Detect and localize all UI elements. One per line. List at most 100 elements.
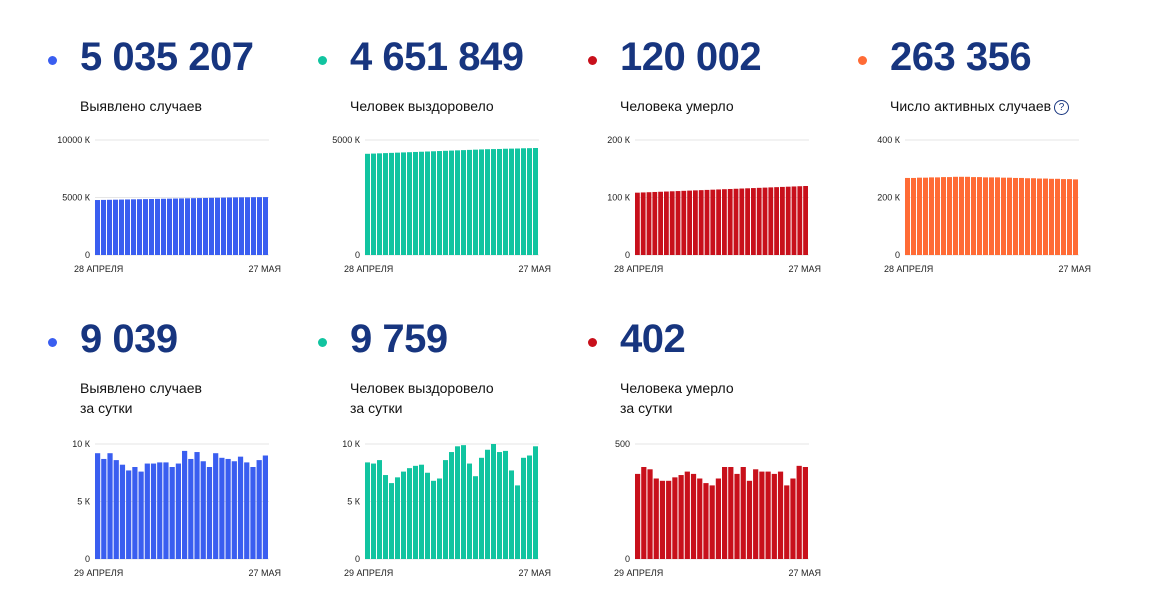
bar [479, 149, 484, 255]
bar [693, 190, 698, 255]
bar [237, 456, 244, 559]
bar [173, 198, 178, 255]
stat-card-total-cases: 5 035 207 Выявлено случаев 10000 К 5000 К… [48, 34, 318, 304]
bar [1037, 178, 1042, 255]
y-tick-label: 200 К [877, 193, 901, 203]
bar [377, 460, 382, 559]
bar [965, 176, 970, 255]
stat-value: 9 039 [80, 317, 178, 361]
bar [1067, 179, 1072, 255]
bar [727, 188, 733, 255]
bar [1025, 178, 1030, 255]
bar [652, 191, 658, 255]
bar [191, 198, 196, 255]
bar [1031, 178, 1036, 255]
series-color-dot [318, 56, 327, 65]
y-tick-label: 0 [355, 554, 360, 564]
bar [515, 148, 520, 255]
bar [1073, 179, 1078, 255]
bar [746, 480, 753, 559]
bar [503, 148, 508, 255]
bar [256, 460, 262, 559]
bar [419, 151, 424, 255]
series-color-dot [588, 338, 597, 347]
bar [491, 444, 496, 559]
bar [739, 188, 745, 255]
bar [756, 187, 762, 255]
y-tick-label: 10000 К [57, 135, 91, 145]
stat-label: Выявлено случаев за сутки [80, 380, 202, 416]
series-color-dot [858, 56, 867, 65]
bar [407, 152, 412, 255]
bar [947, 177, 952, 255]
bar [768, 187, 774, 255]
bar [497, 452, 502, 559]
bar [935, 177, 940, 256]
stat-label: Число активных случаев? [890, 96, 1070, 116]
bar [722, 467, 728, 559]
bar [169, 467, 175, 559]
bar [113, 460, 119, 559]
bar [473, 476, 478, 559]
bar [431, 151, 436, 255]
y-tick-label: 10 К [72, 439, 91, 449]
x-tick-label-start: 29 АПРЕЛЯ [614, 568, 663, 578]
bar [101, 199, 106, 255]
stat-label: Человека умерло [620, 98, 734, 114]
bar [219, 457, 225, 559]
bar [765, 471, 771, 559]
stat-value: 9 759 [350, 317, 448, 361]
stat-label: Выявлено случаев [80, 98, 202, 114]
bar [389, 152, 394, 255]
bar [646, 192, 652, 255]
stat-card-daily-cases: 9 039 Выявлено случаев за сутки 10 К 5 К 0 2… [48, 316, 318, 586]
x-tick-label-end: 27 МАЯ [1058, 264, 1091, 274]
bar [401, 152, 406, 255]
bar [437, 151, 442, 255]
bar [497, 148, 502, 255]
bar [485, 149, 490, 255]
help-icon[interactable]: ? [1054, 100, 1070, 115]
bar [383, 153, 388, 255]
bar [113, 199, 118, 255]
bar [641, 467, 647, 559]
bar-chart: 400 К 200 К 0 28 АПРЕЛЯ 27 МАЯ [877, 135, 1091, 274]
bar [227, 197, 232, 255]
bar-chart: 5000 К 0 28 АПРЕЛЯ 27 МАЯ [332, 135, 551, 274]
stat-value: 263 356 [890, 35, 1032, 79]
bar [179, 198, 184, 255]
series-color-dot [588, 56, 597, 65]
bar [485, 449, 490, 559]
stat-label: Человек выздоровело за сутки [350, 380, 494, 416]
bar [233, 197, 238, 255]
stat-value: 5 035 207 [80, 35, 254, 79]
bar [244, 462, 250, 559]
bar [461, 445, 466, 559]
stat-card-daily-deaths: 402 Человека умерло за сутки 500 0 29 АПРЕЛ… [588, 316, 858, 586]
bar [101, 458, 107, 559]
bar [509, 470, 514, 559]
x-tick-label-end: 27 МАЯ [248, 264, 281, 274]
x-tick-label-start: 28 АПРЕЛЯ [614, 264, 663, 274]
bar [635, 192, 640, 255]
bar [995, 177, 1000, 256]
stat-label: Человека умерло за сутки [620, 380, 734, 416]
bar [395, 477, 400, 559]
bar [971, 177, 976, 255]
bar [659, 480, 666, 559]
bar [715, 478, 721, 559]
bar [209, 197, 214, 255]
bar [455, 150, 460, 255]
bar [491, 149, 496, 255]
y-tick-label: 5 К [347, 497, 361, 507]
bar [425, 151, 430, 255]
bar [401, 471, 406, 559]
x-tick-label-end: 27 МАЯ [518, 568, 551, 578]
bar [1013, 177, 1018, 255]
bar [1001, 177, 1006, 255]
bar [911, 177, 916, 255]
bar [703, 483, 709, 559]
y-tick-label: 5 К [77, 497, 91, 507]
bar [803, 186, 808, 255]
bar [784, 485, 790, 559]
